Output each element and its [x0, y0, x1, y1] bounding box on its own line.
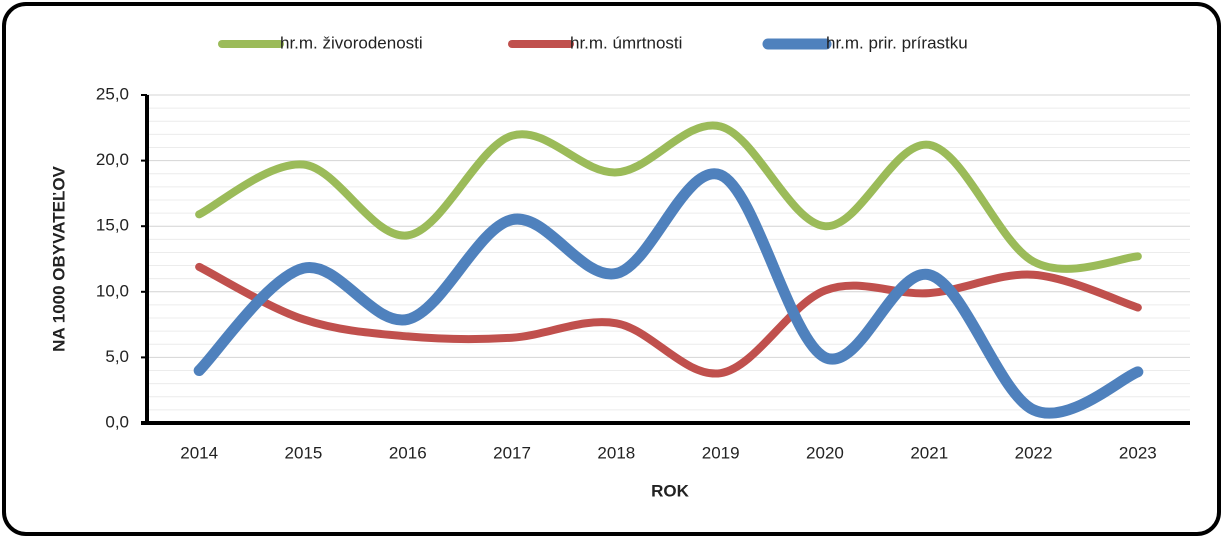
- x-tick-label: 2022: [1015, 443, 1053, 462]
- y-tick-label: 5,0: [105, 347, 129, 366]
- y-tick-label: 0,0: [105, 412, 129, 431]
- x-tick-label: 2015: [285, 443, 323, 462]
- x-tick-label: 2023: [1119, 443, 1157, 462]
- series-line: [195, 262, 1142, 378]
- legend-label: hr.m. prir. prírastku: [826, 33, 968, 52]
- series-line: [193, 168, 1144, 419]
- y-tick-label: 20,0: [96, 150, 129, 169]
- legend-label: hr.m. živorodenosti: [280, 33, 423, 52]
- x-axis-label: ROK: [651, 481, 690, 500]
- x-tick-label: 2019: [702, 443, 740, 462]
- y-tick-label: 15,0: [96, 216, 129, 235]
- y-tick-label: 25,0: [96, 84, 129, 103]
- legend-label: hr.m. úmrtnosti: [570, 33, 682, 52]
- series-line: [195, 121, 1142, 273]
- x-tick-label: 2020: [806, 443, 844, 462]
- x-tick-label: 2021: [910, 443, 948, 462]
- x-tick-label: 2014: [180, 443, 218, 462]
- y-axis-label: NA 1000 OBYVATEĽOV: [49, 165, 68, 351]
- x-tick-label: 2017: [493, 443, 531, 462]
- x-tick-label: 2018: [597, 443, 635, 462]
- x-tick-label: 2016: [389, 443, 427, 462]
- y-tick-label: 10,0: [96, 281, 129, 300]
